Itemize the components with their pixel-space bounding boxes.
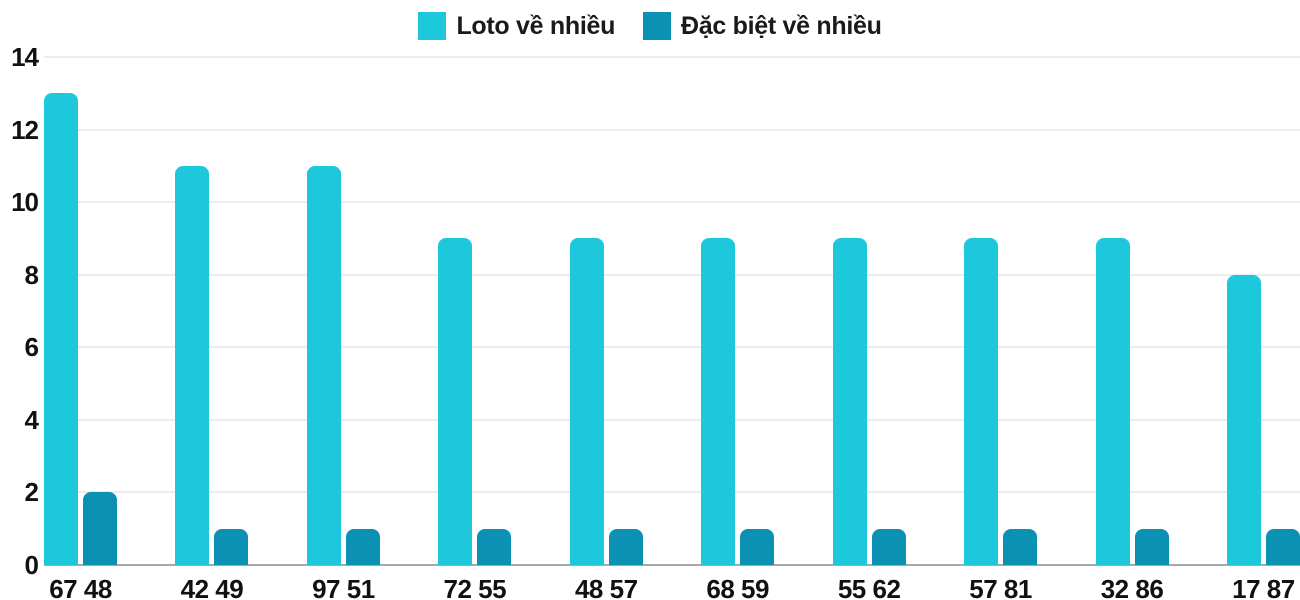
bar-dacbiet[interactable] (477, 528, 512, 565)
y-tick-label: 8 (24, 259, 40, 290)
chart-body: 0 2 4 6 8 10 12 14 67 48 42 49 97 51 72 55 48 57 68 … (0, 44, 1300, 600)
bar-group: 55 62 (832, 57, 906, 600)
bar-group: 57 81 (964, 57, 1038, 600)
legend-item-loto[interactable]: Loto về nhiều (418, 12, 615, 41)
bar-loto[interactable] (701, 238, 736, 565)
y-tick-label: 12 (11, 114, 39, 145)
bar-group: 68 59 (701, 57, 775, 600)
y-tick-label: 6 (24, 332, 40, 363)
bar-loto[interactable] (1226, 274, 1261, 565)
bar-loto[interactable] (832, 238, 867, 565)
bar-dacbiet[interactable] (83, 492, 117, 565)
bar-loto[interactable] (569, 238, 604, 565)
legend-item-dacbiet[interactable]: Đặc biệt về nhiều (643, 12, 882, 41)
bar-dacbiet[interactable] (871, 528, 906, 565)
y-tick-label: 2 (24, 477, 40, 508)
gridline (44, 128, 1300, 131)
bar-dacbiet[interactable] (608, 528, 643, 565)
gridline (44, 491, 1300, 494)
chart-legend: Loto về nhiều Đặc biệt về nhiều (0, 11, 1300, 41)
x-axis-label: 17 87 (1232, 574, 1295, 600)
x-axis-label: 68 59 (706, 574, 769, 600)
y-tick-label: 4 (24, 404, 40, 435)
x-axis-baseline (44, 564, 1300, 566)
x-axis-label: 55 62 (837, 574, 901, 600)
bar-loto[interactable] (1095, 238, 1130, 565)
bar-dacbiet[interactable] (345, 528, 380, 565)
bar-loto[interactable] (306, 165, 341, 565)
bar-group: 67 48 (44, 57, 117, 600)
gridline (44, 56, 1300, 58)
bar-loto[interactable] (175, 165, 210, 565)
x-axis-label: 32 86 (1100, 574, 1164, 600)
x-axis-label: 42 49 (180, 574, 244, 600)
gridline (44, 418, 1300, 421)
gridline (44, 201, 1300, 204)
legend-label-loto: Loto về nhiều (456, 11, 616, 40)
bar-group: 42 49 (175, 57, 249, 600)
bar-dacbiet[interactable] (1134, 528, 1169, 565)
bar-group: 97 51 (306, 57, 380, 600)
x-axis-label: 97 51 (312, 574, 375, 600)
x-axis-label: 72 55 (443, 574, 507, 600)
x-axis-label: 48 57 (574, 574, 638, 600)
bar-group: 17 87 (1226, 57, 1300, 600)
y-tick-label: 10 (11, 187, 39, 218)
bar-groups: 67 48 42 49 97 51 72 55 48 57 68 59 55 62 57 81… (44, 57, 1300, 600)
bar-loto[interactable] (438, 238, 473, 565)
plot-area: 67 48 42 49 97 51 72 55 48 57 68 59 55 62 57 81… (44, 56, 1300, 600)
bar-dacbiet[interactable] (740, 528, 775, 565)
legend-swatch-dacbiet (643, 12, 672, 40)
bar-dacbiet[interactable] (1265, 528, 1300, 565)
x-axis-label: 57 81 (969, 574, 1032, 600)
legend-label-dacbiet: Đặc biệt về nhiều (681, 11, 882, 40)
gridline (44, 273, 1300, 276)
bar-dacbiet[interactable] (1003, 528, 1038, 565)
bar-dacbiet[interactable] (214, 528, 249, 565)
legend-swatch-loto (418, 12, 447, 40)
y-tick-label: 14 (11, 42, 39, 72)
bar-group: 72 55 (438, 57, 512, 600)
x-axis-label: 67 48 (49, 574, 112, 600)
bar-group: 32 86 (1095, 57, 1169, 600)
gridline (44, 346, 1300, 349)
bar-loto[interactable] (964, 238, 999, 565)
y-tick-label: 0 (24, 550, 40, 580)
bar-loto[interactable] (44, 93, 78, 565)
bar-group: 48 57 (569, 57, 643, 600)
y-axis: 0 2 4 6 8 10 12 14 (0, 44, 40, 578)
